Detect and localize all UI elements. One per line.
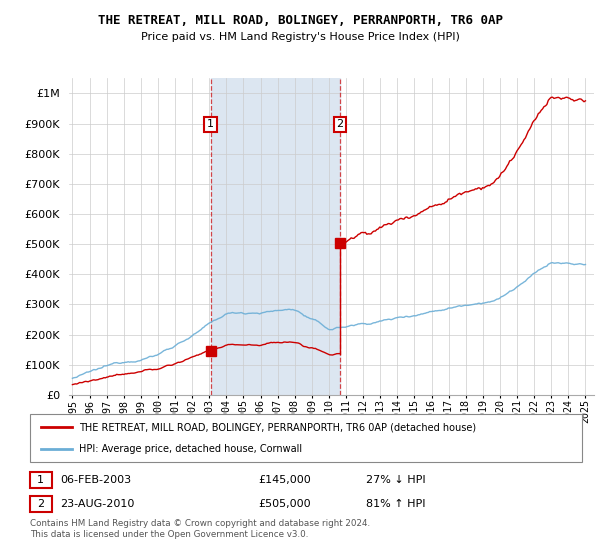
Text: 27% ↓ HPI: 27% ↓ HPI <box>366 475 425 485</box>
Text: 2: 2 <box>37 499 44 509</box>
Text: Contains HM Land Registry data © Crown copyright and database right 2024.
This d: Contains HM Land Registry data © Crown c… <box>30 519 370 539</box>
Text: THE RETREAT, MILL ROAD, BOLINGEY, PERRANPORTH, TR6 0AP: THE RETREAT, MILL ROAD, BOLINGEY, PERRAN… <box>97 14 503 27</box>
Text: Price paid vs. HM Land Registry's House Price Index (HPI): Price paid vs. HM Land Registry's House … <box>140 32 460 42</box>
Text: 06-FEB-2003: 06-FEB-2003 <box>61 475 132 485</box>
Text: £505,000: £505,000 <box>258 499 311 509</box>
Text: £145,000: £145,000 <box>258 475 311 485</box>
Text: 23-AUG-2010: 23-AUG-2010 <box>61 499 135 509</box>
Text: 1: 1 <box>37 475 44 485</box>
Text: HPI: Average price, detached house, Cornwall: HPI: Average price, detached house, Corn… <box>79 444 302 454</box>
Text: 2: 2 <box>337 119 343 129</box>
Bar <box>211 78 340 395</box>
Text: 81% ↑ HPI: 81% ↑ HPI <box>366 499 425 509</box>
Text: 1: 1 <box>207 119 214 129</box>
Text: THE RETREAT, MILL ROAD, BOLINGEY, PERRANPORTH, TR6 0AP (detached house): THE RETREAT, MILL ROAD, BOLINGEY, PERRAN… <box>79 422 476 432</box>
